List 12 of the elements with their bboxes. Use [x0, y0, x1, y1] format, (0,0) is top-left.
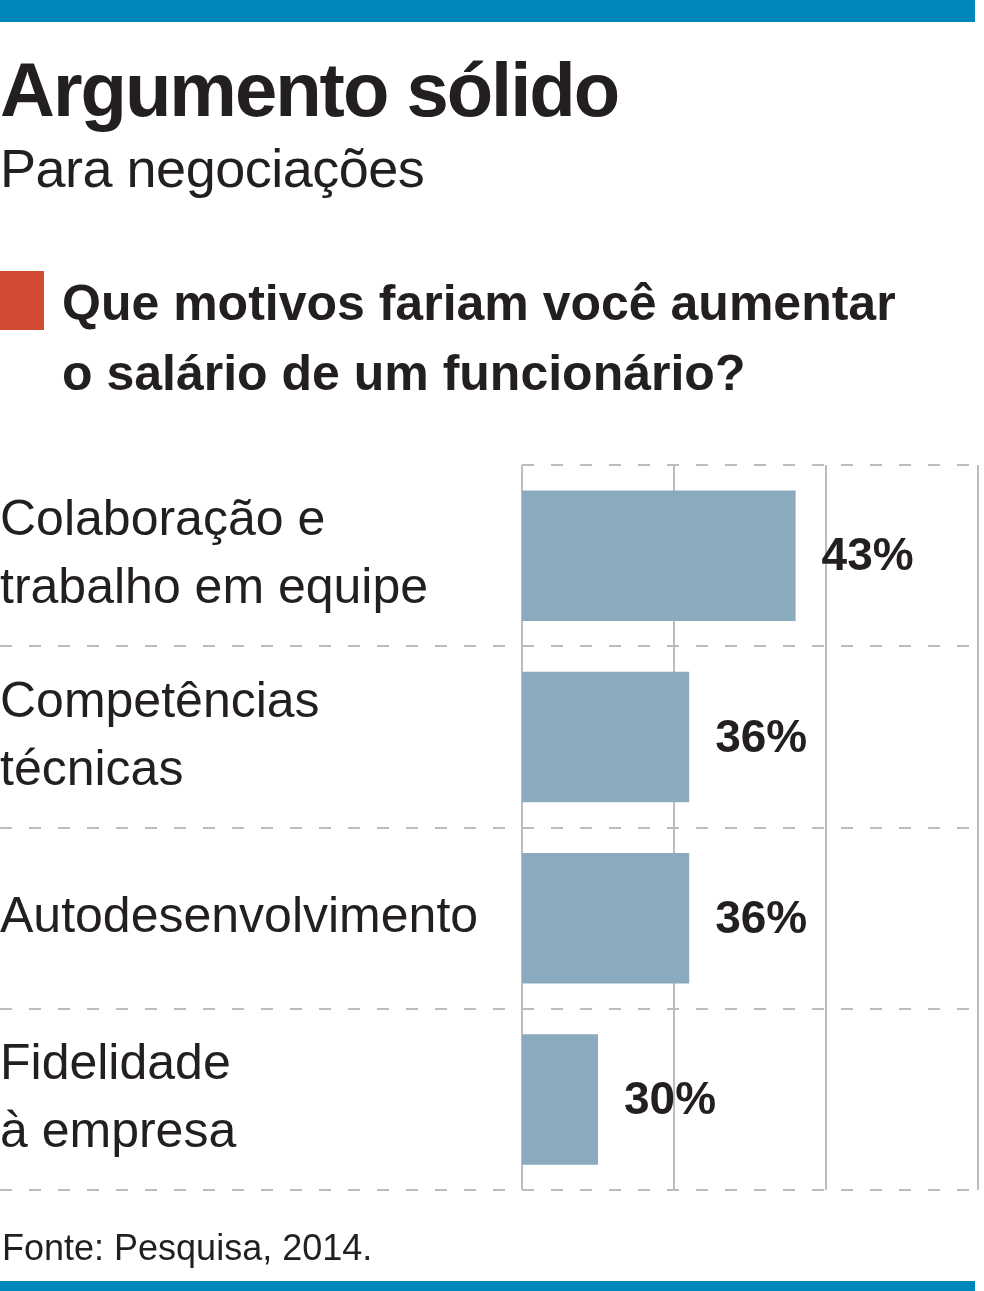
source-note: Fonte: Pesquisa, 2014. — [2, 1227, 373, 1268]
data-label: 36% — [715, 890, 808, 943]
data-label: 30% — [624, 1072, 717, 1125]
y-tick-label: Colaboração e trabalho em equipe — [0, 490, 429, 615]
y-tick-label: Competências técnicas — [0, 671, 320, 796]
data-label: 43% — [821, 528, 914, 581]
y-tick-label: Fidelidade à empresa — [0, 1034, 237, 1159]
text: Que motivos fariam você aumentar o salário de um funcionário? — [62, 274, 897, 403]
chart-title: Argumento sólido — [0, 47, 619, 132]
data-label: 36% — [715, 709, 808, 762]
chart-subtitle: Para negociações — [0, 138, 425, 198]
y-tick-label: Autodesenvolvimento — [0, 886, 479, 943]
